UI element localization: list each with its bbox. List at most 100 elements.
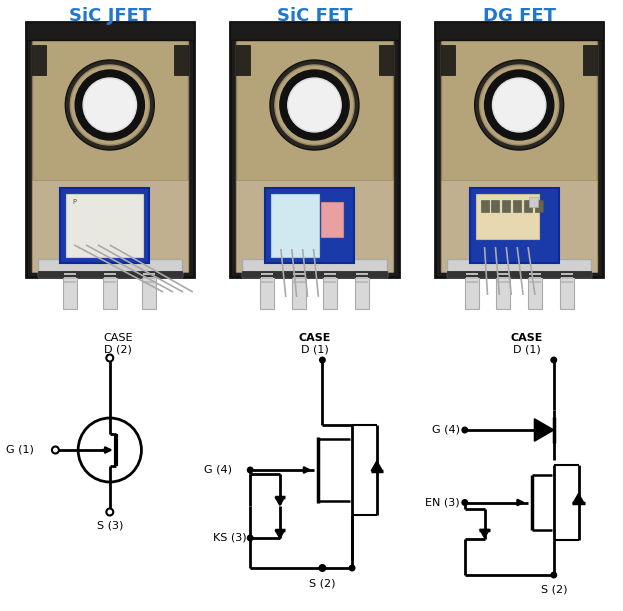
Bar [379,45,392,75]
Text: S (2): S (2) [541,585,567,595]
Bar [528,197,538,207]
Text: D (1): D (1) [301,345,328,355]
Text: CASE: CASE [298,333,331,343]
Bar [236,45,250,75]
Text: CASE: CASE [511,333,543,343]
Circle shape [485,70,554,140]
Circle shape [280,70,349,140]
Bar [325,273,336,275]
Bar [64,271,77,309]
Bar [265,188,354,263]
Bar [584,45,597,75]
Text: S (3): S (3) [97,521,123,531]
Bar [64,273,76,275]
Bar [497,273,509,275]
Bar [559,271,574,309]
Bar [64,281,76,283]
Bar [32,28,188,271]
Polygon shape [480,530,489,538]
Polygon shape [275,530,285,538]
Circle shape [492,78,546,132]
Text: G (1): G (1) [6,445,34,455]
Text: SiC JFET: SiC JFET [69,7,151,25]
Bar [435,22,603,277]
Bar [104,273,116,275]
Bar [561,273,573,275]
Bar [325,281,336,283]
Bar [37,271,182,277]
Bar [441,180,597,272]
Circle shape [247,535,254,541]
Bar [524,200,532,212]
Polygon shape [573,494,584,503]
Circle shape [550,571,557,579]
Circle shape [318,564,326,572]
Bar [293,273,305,275]
Bar [528,271,542,309]
Bar [355,271,369,309]
Circle shape [107,508,113,516]
Bar [66,194,143,257]
Bar [497,281,509,283]
Bar [292,271,305,309]
Bar [236,180,392,272]
Bar [470,188,559,263]
Text: SiC FET: SiC FET [277,7,352,25]
Circle shape [461,426,468,433]
Bar [356,273,368,275]
Bar [260,271,274,309]
Bar [502,200,510,212]
Circle shape [270,60,359,150]
Bar [561,281,573,283]
Bar [236,28,392,271]
Circle shape [475,60,564,150]
Bar [60,188,150,263]
Polygon shape [535,419,554,441]
Bar [26,22,194,277]
Bar [321,202,343,236]
Bar [466,277,478,279]
Bar [323,271,337,309]
Bar [356,281,368,283]
Bar [261,281,273,283]
Circle shape [70,65,150,145]
Bar [465,271,478,309]
Bar [293,277,305,279]
Bar [64,277,76,279]
Bar [32,180,188,272]
Bar [231,22,399,40]
Circle shape [288,78,341,132]
Circle shape [319,356,326,364]
Bar [480,200,488,212]
Circle shape [52,447,59,453]
Circle shape [247,467,254,474]
Text: DG FET: DG FET [483,7,556,25]
Bar [104,277,116,279]
Bar [476,194,539,240]
Bar [143,273,155,275]
Text: G (4): G (4) [204,465,232,475]
Circle shape [275,65,354,145]
Bar [356,277,368,279]
Circle shape [65,60,155,150]
Text: CASE: CASE [103,333,133,343]
Bar [261,273,273,275]
Text: S (2): S (2) [309,578,336,588]
Bar [37,259,182,277]
Bar [535,200,543,212]
Bar [492,200,500,212]
Text: P: P [72,199,76,205]
Bar [261,277,273,279]
Bar [143,281,155,283]
Bar [466,273,478,275]
Bar [104,281,116,283]
Bar [447,271,591,277]
Text: G (4): G (4) [432,425,460,435]
Bar [26,22,194,40]
Circle shape [78,418,141,482]
Bar [561,277,573,279]
Bar [513,200,521,212]
Circle shape [83,78,136,132]
Bar [435,22,603,40]
Bar [497,277,509,279]
